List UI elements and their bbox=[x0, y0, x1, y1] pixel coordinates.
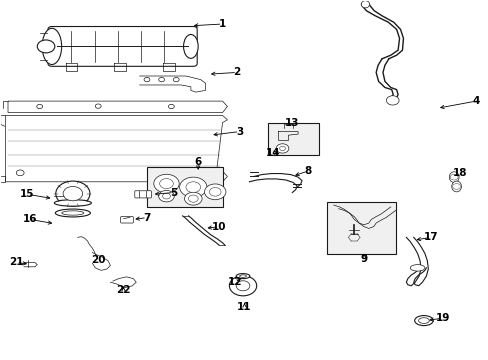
Circle shape bbox=[173, 77, 179, 82]
Circle shape bbox=[162, 193, 170, 199]
Polygon shape bbox=[8, 101, 227, 113]
Text: 19: 19 bbox=[435, 313, 449, 323]
Text: 7: 7 bbox=[143, 213, 150, 222]
Bar bbox=[327, 202, 395, 253]
Text: 18: 18 bbox=[452, 168, 467, 178]
Circle shape bbox=[184, 192, 202, 205]
Text: 12: 12 bbox=[227, 277, 242, 287]
Circle shape bbox=[188, 195, 198, 202]
Text: 1: 1 bbox=[219, 19, 226, 29]
Text: 3: 3 bbox=[236, 127, 243, 136]
Text: 11: 11 bbox=[237, 302, 251, 312]
Circle shape bbox=[168, 104, 174, 109]
Circle shape bbox=[229, 276, 256, 296]
Ellipse shape bbox=[414, 316, 432, 325]
Circle shape bbox=[95, 104, 101, 108]
Text: 8: 8 bbox=[304, 166, 311, 176]
Circle shape bbox=[452, 184, 460, 189]
Circle shape bbox=[209, 188, 221, 196]
Ellipse shape bbox=[239, 275, 246, 277]
FancyBboxPatch shape bbox=[135, 191, 151, 198]
Circle shape bbox=[179, 177, 206, 197]
Ellipse shape bbox=[361, 1, 369, 8]
Text: 10: 10 bbox=[211, 222, 226, 231]
Circle shape bbox=[63, 186, 82, 201]
Circle shape bbox=[279, 146, 285, 150]
Text: 15: 15 bbox=[20, 189, 35, 199]
Text: 22: 22 bbox=[116, 285, 131, 295]
Polygon shape bbox=[5, 116, 227, 182]
Text: 5: 5 bbox=[170, 188, 177, 198]
Ellipse shape bbox=[183, 35, 198, 58]
Circle shape bbox=[37, 104, 42, 109]
Circle shape bbox=[158, 190, 174, 202]
Circle shape bbox=[159, 179, 173, 189]
Circle shape bbox=[144, 77, 150, 82]
Ellipse shape bbox=[55, 209, 90, 217]
Circle shape bbox=[276, 144, 288, 153]
Ellipse shape bbox=[448, 172, 458, 183]
Text: 20: 20 bbox=[91, 255, 105, 265]
FancyBboxPatch shape bbox=[48, 27, 197, 66]
Circle shape bbox=[56, 181, 90, 206]
Circle shape bbox=[236, 281, 249, 291]
Text: 17: 17 bbox=[423, 232, 437, 242]
Ellipse shape bbox=[418, 318, 428, 323]
Text: 21: 21 bbox=[9, 257, 23, 267]
FancyBboxPatch shape bbox=[121, 217, 133, 223]
Circle shape bbox=[37, 40, 55, 53]
Circle shape bbox=[16, 170, 24, 176]
Circle shape bbox=[386, 96, 398, 105]
Text: 2: 2 bbox=[233, 67, 240, 77]
Bar bbox=[267, 123, 319, 155]
Ellipse shape bbox=[62, 211, 83, 215]
Circle shape bbox=[154, 174, 179, 193]
Circle shape bbox=[185, 182, 200, 193]
Ellipse shape bbox=[409, 265, 424, 271]
Circle shape bbox=[204, 184, 225, 200]
Text: 13: 13 bbox=[285, 118, 299, 128]
Ellipse shape bbox=[42, 28, 61, 64]
Text: 6: 6 bbox=[194, 157, 202, 167]
Circle shape bbox=[449, 174, 457, 180]
Ellipse shape bbox=[54, 200, 91, 206]
Text: 4: 4 bbox=[471, 96, 479, 106]
Ellipse shape bbox=[236, 274, 249, 279]
Bar bbox=[147, 167, 222, 207]
Circle shape bbox=[158, 77, 164, 82]
Text: 14: 14 bbox=[265, 148, 280, 158]
Text: 9: 9 bbox=[360, 254, 367, 264]
Ellipse shape bbox=[451, 181, 461, 192]
Text: 16: 16 bbox=[22, 215, 37, 224]
